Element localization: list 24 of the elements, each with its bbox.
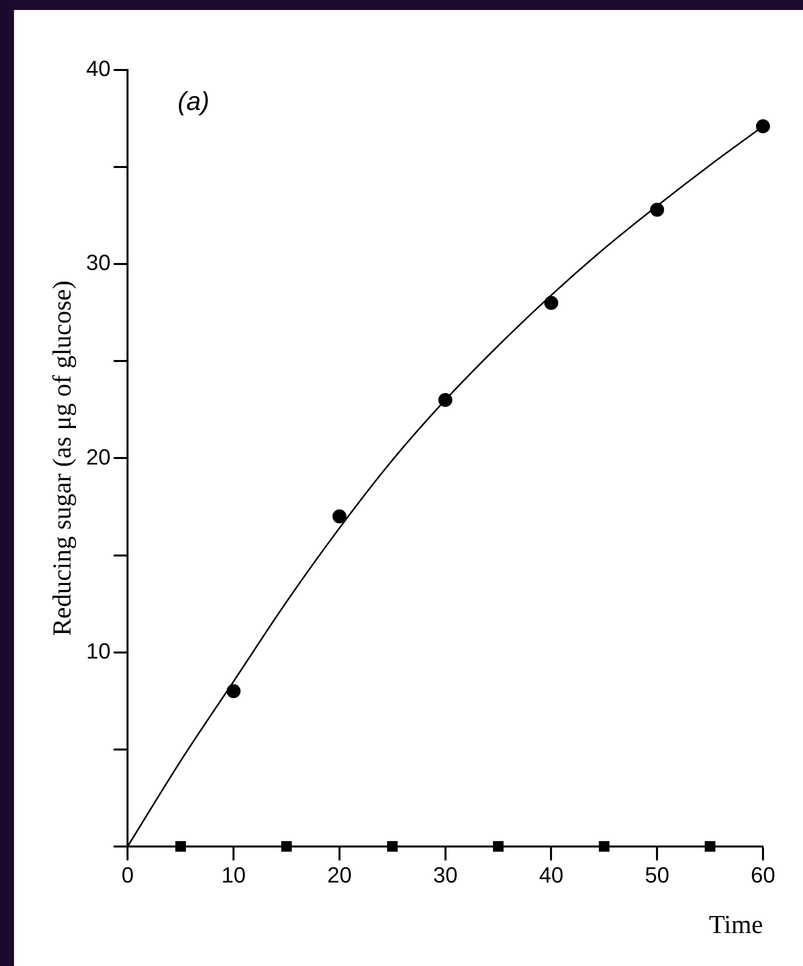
x-tick-label: 0 [122, 862, 134, 888]
x-tick-label: 20 [327, 862, 352, 888]
point [544, 296, 558, 310]
x-tick-label: 10 [221, 862, 246, 888]
x-tick-label: 60 [750, 862, 776, 888]
annotation: (a) [178, 86, 210, 116]
y-tick-label: 30 [86, 250, 111, 276]
point [281, 841, 292, 852]
x-axis-title: Time [709, 910, 763, 940]
point [598, 841, 610, 852]
point [332, 509, 346, 524]
x-tick-label: 50 [644, 862, 670, 888]
x-tick-label: 30 [433, 862, 458, 888]
y-tick-label: 20 [86, 444, 111, 470]
y-tick-label: 10 [86, 638, 111, 664]
point [226, 684, 241, 698]
x-tick-label: 40 [538, 862, 564, 888]
point [492, 841, 504, 852]
point [175, 841, 186, 852]
y-tick-label: 40 [86, 56, 111, 82]
point [387, 841, 398, 852]
point [756, 119, 770, 134]
point [704, 841, 716, 852]
y-axis-title: Reducing sugar (as μg of glucose) [47, 280, 76, 636]
